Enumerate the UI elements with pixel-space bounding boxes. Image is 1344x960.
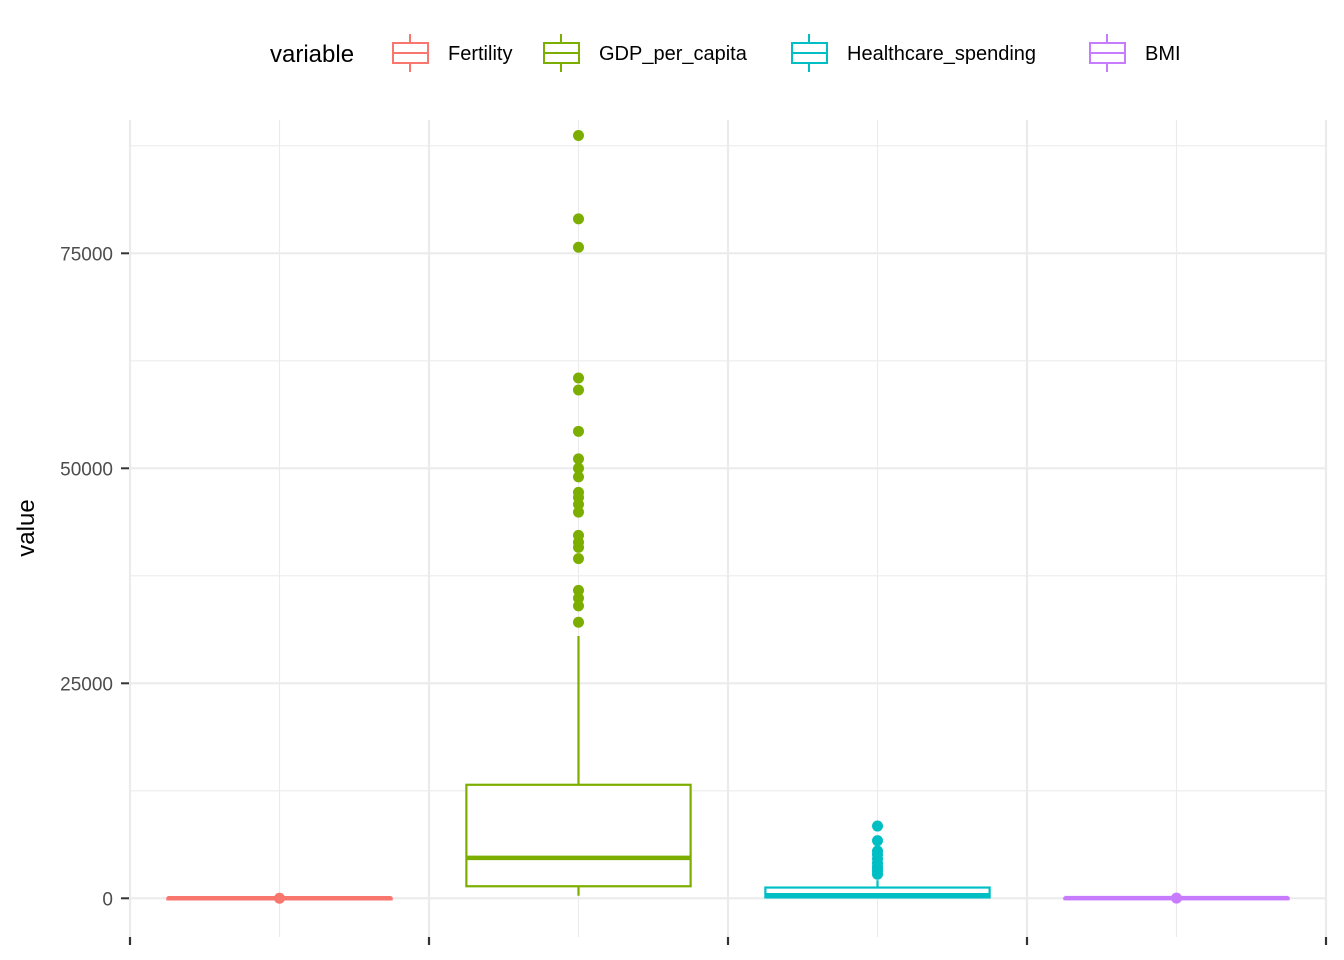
legend-item-healthcare-spending: Healthcare_spending: [791, 34, 1036, 72]
outlier-point: [573, 241, 584, 253]
outlier-point: [573, 529, 584, 541]
legend-title: variable: [270, 41, 354, 68]
grid-lines: [128, 120, 1328, 937]
legend-item-fertility: Fertility: [392, 34, 512, 72]
outlier-point: [573, 425, 584, 437]
x-axis-ticks: [128, 937, 1328, 945]
outlier-point: [573, 213, 584, 225]
outlier-point: [872, 820, 883, 832]
outlier-point: [573, 506, 584, 518]
legend-item-bmi: BMI: [1089, 34, 1181, 72]
outlier-point: [573, 462, 584, 474]
box-gdp-per-capita: [465, 129, 692, 896]
outlier-point: [274, 892, 285, 904]
outlier-point: [573, 129, 584, 141]
outlier-point: [573, 584, 584, 596]
outlier-point: [573, 372, 584, 384]
outlier-point: [573, 486, 584, 498]
y-axis-title: value: [13, 499, 40, 556]
legend-label: GDP_per_capita: [599, 43, 748, 65]
y-tick-label: 0: [102, 889, 113, 910]
box-fertility: [166, 892, 393, 904]
y-tick-label: 50000: [60, 459, 113, 480]
outlier-point: [573, 592, 584, 604]
outlier-point: [573, 384, 584, 396]
outlier-point: [872, 845, 883, 857]
box-bmi: [1063, 892, 1290, 904]
box-healthcare-spending: [764, 820, 991, 899]
y-tick-label: 75000: [60, 244, 113, 265]
outlier-point: [1171, 892, 1182, 904]
legend-item-gdp-per-capita: GDP_per_capita: [543, 34, 748, 72]
box-iqr: [465, 783, 692, 888]
legend-label: BMI: [1145, 43, 1181, 65]
outlier-point: [872, 835, 883, 847]
y-axis: 0 25000 50000 75000: [60, 244, 129, 910]
box-series: [166, 129, 1290, 904]
outlier-point: [573, 553, 584, 565]
y-tick-label: 25000: [60, 674, 113, 695]
outlier-point: [573, 453, 584, 465]
outlier-point: [573, 600, 584, 612]
legend-label: Fertility: [448, 43, 512, 65]
outlier-point: [573, 471, 584, 483]
legend: variable Fertility GDP_per_capita Healthca…: [270, 34, 1181, 72]
legend-label: Healthcare_spending: [847, 43, 1036, 65]
outlier-point: [573, 616, 584, 628]
